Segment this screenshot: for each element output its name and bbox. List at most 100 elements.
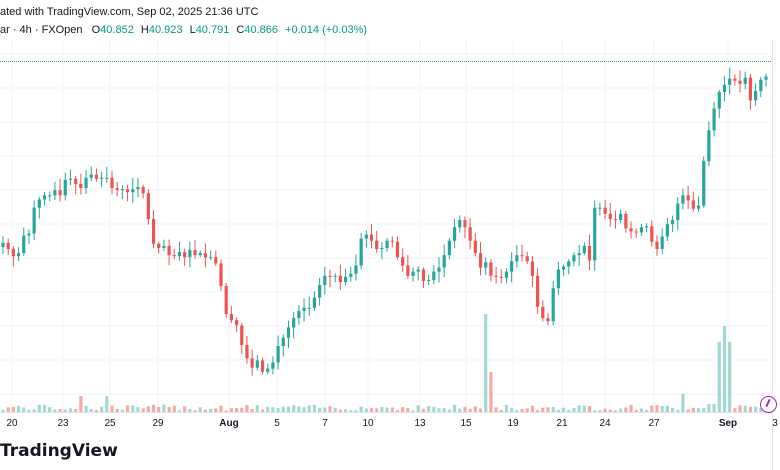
candle-body bbox=[209, 257, 213, 259]
candle-body bbox=[427, 279, 431, 281]
volume-bar bbox=[255, 405, 259, 412]
volume-bar bbox=[421, 408, 426, 412]
volume-bar bbox=[94, 410, 99, 412]
volume-bar bbox=[68, 408, 73, 412]
volume-bar bbox=[738, 405, 742, 412]
volume-bar bbox=[6, 407, 10, 412]
volume-bar bbox=[722, 326, 727, 412]
volume-bar bbox=[639, 408, 644, 412]
candle-body bbox=[53, 190, 57, 196]
candle-body bbox=[478, 253, 483, 268]
volume-bar bbox=[665, 405, 669, 412]
candle-body bbox=[681, 195, 685, 204]
volume-bar bbox=[442, 408, 446, 412]
volume-bar bbox=[567, 409, 571, 412]
volume-bar bbox=[157, 406, 161, 412]
volume-bar bbox=[613, 410, 618, 412]
x-tick-label: 13 bbox=[414, 418, 426, 429]
candle-body bbox=[691, 200, 695, 209]
volume-bar bbox=[359, 406, 363, 412]
candle-body bbox=[125, 189, 130, 193]
volume-bar bbox=[307, 405, 311, 412]
volume-bar bbox=[214, 408, 218, 412]
volume-bar bbox=[260, 409, 265, 412]
volume-bar bbox=[276, 407, 280, 412]
volume-bar bbox=[354, 410, 358, 412]
candle-body bbox=[58, 190, 62, 196]
volume-bar bbox=[629, 404, 633, 412]
volume-bar bbox=[510, 407, 514, 412]
candle-body bbox=[234, 320, 239, 326]
volume-bar bbox=[312, 404, 317, 412]
candle-body bbox=[546, 318, 550, 322]
volume-bar bbox=[411, 410, 415, 412]
candle-body bbox=[16, 253, 21, 257]
volume-bar bbox=[593, 410, 597, 412]
volume-bar bbox=[452, 404, 457, 412]
x-tick-label: 27 bbox=[648, 418, 660, 429]
volume-bar bbox=[525, 408, 529, 412]
x-tick-label: Aug bbox=[219, 418, 238, 429]
candle-body bbox=[151, 219, 156, 244]
volume-bar bbox=[619, 408, 623, 412]
volume-bar bbox=[432, 406, 436, 412]
candle-body bbox=[437, 267, 441, 272]
candle-body bbox=[157, 243, 161, 248]
volume-bar bbox=[733, 408, 737, 412]
volume-bar bbox=[63, 409, 67, 412]
candle-body bbox=[442, 255, 446, 268]
volume-bar bbox=[712, 404, 716, 412]
change-value: +0.014 (+0.03%) bbox=[285, 24, 368, 36]
low-value: 40.791 bbox=[195, 24, 230, 36]
chart-header: ated with TradingView.com, Sep 02, 2025 … bbox=[0, 6, 259, 18]
candle-body bbox=[115, 188, 119, 191]
candle-body bbox=[32, 207, 36, 234]
candle-body bbox=[748, 77, 753, 101]
candle-body bbox=[686, 195, 690, 201]
volume-bar bbox=[48, 407, 52, 412]
candle-body bbox=[463, 220, 467, 228]
candle-body bbox=[613, 219, 618, 221]
volume-bar bbox=[22, 407, 26, 412]
candle-body bbox=[369, 234, 374, 241]
volume-bar bbox=[162, 404, 166, 412]
candle-body bbox=[629, 228, 633, 232]
volume-bar bbox=[234, 408, 239, 412]
candle-body bbox=[74, 178, 78, 184]
tradingview-logo: TradingView bbox=[0, 441, 118, 461]
candle-body bbox=[22, 235, 26, 254]
low-label: L bbox=[189, 24, 196, 36]
volume-bar bbox=[167, 406, 171, 412]
candle-body bbox=[717, 92, 721, 109]
candle-body bbox=[676, 203, 680, 221]
volume-bar bbox=[302, 407, 306, 412]
volume-bar bbox=[89, 409, 93, 412]
candle-body bbox=[593, 207, 597, 261]
candle-body bbox=[214, 257, 218, 264]
volume-bar bbox=[292, 405, 296, 412]
volume-bar bbox=[16, 405, 21, 412]
candle-body bbox=[561, 266, 566, 270]
candle-body bbox=[167, 245, 171, 256]
volume-bar bbox=[115, 408, 119, 412]
candle-body bbox=[484, 262, 488, 268]
symbol-label: ar · 4h · FXOpen bbox=[0, 24, 83, 36]
x-tick-label: 15 bbox=[460, 418, 472, 429]
candle-body bbox=[260, 360, 265, 372]
volume-bar bbox=[172, 405, 176, 412]
volume-bar bbox=[151, 404, 156, 412]
chart-settings-icon[interactable] bbox=[760, 396, 777, 413]
candle-body bbox=[608, 213, 612, 220]
x-tick-label: 25 bbox=[104, 418, 116, 429]
volume-bar bbox=[27, 409, 31, 412]
volume-bar bbox=[702, 407, 706, 412]
volume-bar bbox=[624, 407, 628, 412]
x-tick-label: 23 bbox=[57, 418, 69, 429]
volume-bar bbox=[447, 409, 451, 412]
candle-body bbox=[385, 240, 389, 248]
candle-body bbox=[530, 261, 535, 276]
candle-body bbox=[432, 271, 436, 280]
candle-body bbox=[318, 285, 322, 298]
candle-body bbox=[136, 187, 140, 190]
candle-body bbox=[375, 240, 379, 249]
